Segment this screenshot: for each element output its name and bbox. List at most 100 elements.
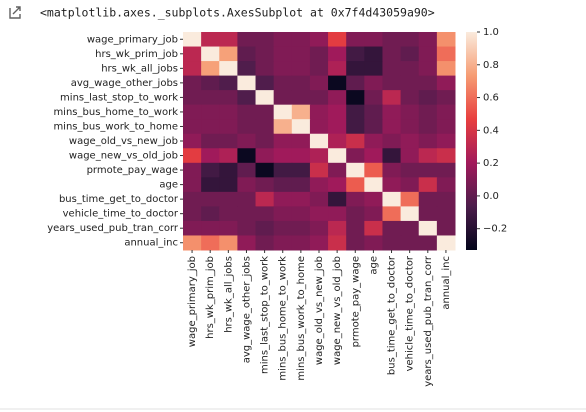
- heatmap-cell: [382, 148, 402, 164]
- heatmap-cell: [183, 177, 202, 193]
- heatmap-cell: [237, 119, 257, 135]
- heatmap-cell: [309, 119, 329, 135]
- heatmap-cell: [291, 32, 311, 48]
- heatmap-cell: [364, 46, 383, 62]
- heatmap-cell: [201, 162, 220, 178]
- heatmap-cell: [273, 148, 293, 164]
- heatmap-cell: [328, 90, 347, 106]
- heatmap-cell: [237, 220, 257, 236]
- heatmap-cell: [273, 220, 293, 236]
- heatmap-cell: [219, 235, 238, 251]
- heatmap-cell: [309, 162, 329, 178]
- heatmap-cell: [400, 162, 420, 178]
- heatmap-cell: [183, 191, 202, 207]
- x-tick-label: prmote_pay_wage: [350, 256, 361, 347]
- heatmap-cell: [255, 46, 275, 62]
- heatmap-cell: [382, 191, 402, 207]
- x-tick-label: avg_wage_other_jobs: [241, 256, 252, 363]
- x-tick-label: annual_inc: [441, 256, 452, 310]
- colorbar-tick-label: 0.4: [483, 125, 499, 136]
- heatmap-cell: [219, 75, 238, 91]
- heatmap-cell: [364, 104, 383, 120]
- heatmap-cell: [219, 32, 238, 48]
- x-tick-label: wage_new_vs_old_job: [332, 256, 343, 365]
- heatmap-cell: [291, 119, 311, 135]
- heatmap-cell: [237, 46, 257, 62]
- colorbar-tick-label: −0.2: [483, 224, 507, 235]
- heatmap-cell: [382, 90, 402, 106]
- heatmap-cell: [346, 32, 365, 48]
- heatmap-cell: [436, 104, 456, 120]
- heatmap-cell: [309, 177, 329, 193]
- heatmap-cell: [418, 32, 438, 48]
- heatmap-cell: [400, 220, 420, 236]
- heatmap-cell: [382, 32, 402, 48]
- heatmap-cell: [346, 119, 365, 135]
- heatmap-cell: [382, 104, 402, 120]
- heatmap-cell: [346, 177, 365, 193]
- heatmap-cell: [255, 133, 275, 149]
- heatmap-cell: [237, 148, 257, 164]
- heatmap-cell: [309, 206, 329, 222]
- heatmap-cell: [219, 206, 238, 222]
- y-tick-label: prmote_pay_wage: [87, 165, 178, 176]
- heatmap-cell: [382, 162, 402, 178]
- heatmap-cell: [201, 32, 220, 48]
- heatmap-cell: [309, 220, 329, 236]
- heatmap-cell: [291, 61, 311, 77]
- x-tick-label: hrs_wk_prim_job: [205, 256, 216, 339]
- heatmap-cell: [237, 235, 257, 251]
- heatmap-cell: [309, 191, 329, 207]
- y-tick-label: mins_bus_home_to_work: [53, 107, 178, 118]
- x-tick-label: age: [368, 256, 379, 275]
- heatmap-cell: [364, 177, 383, 193]
- heatmap-cell: [291, 191, 311, 207]
- heatmap-cell: [418, 61, 438, 77]
- heatmap-cell: [219, 46, 238, 62]
- heatmap-cell: [400, 104, 420, 120]
- heatmap-cell: [346, 162, 365, 178]
- y-tick-label: wage_primary_job: [87, 34, 178, 45]
- heatmap-cell: [219, 133, 238, 149]
- heatmap-cell: [400, 206, 420, 222]
- heatmap-cell: [291, 177, 311, 193]
- heatmap-cell: [309, 61, 329, 77]
- heatmap-cell: [328, 220, 347, 236]
- heatmap-cell: [219, 104, 238, 120]
- heatmap-cell: [255, 191, 275, 207]
- heatmap-cell: [309, 90, 329, 106]
- heatmap-cell: [328, 104, 347, 120]
- heatmap-cell: [364, 220, 383, 236]
- heatmap-cell: [237, 177, 257, 193]
- heatmap-cell: [255, 162, 275, 178]
- heatmap-cell: [273, 46, 293, 62]
- heatmap-cell: [382, 133, 402, 149]
- heatmap-cell: [183, 46, 202, 62]
- heatmap-cell: [436, 148, 456, 164]
- heatmap-cell: [400, 191, 420, 207]
- heatmap-cell: [183, 148, 202, 164]
- heatmap-cell: [183, 90, 202, 106]
- heatmap-cell: [201, 235, 220, 251]
- x-tick-label: vehicle_time_to_doctor: [405, 255, 416, 371]
- heatmap-cell: [273, 75, 293, 91]
- heatmap-cell: [418, 148, 438, 164]
- heatmap-cell: [219, 191, 238, 207]
- heatmap-cell: [201, 206, 220, 222]
- heatmap-cell: [400, 90, 420, 106]
- heatmap-cell: [273, 104, 293, 120]
- colorbar-tick-label: 1.0: [483, 27, 499, 38]
- heatmap-cell: [418, 75, 438, 91]
- heatmap-cell: [418, 191, 438, 207]
- heatmap-cell: [436, 191, 456, 207]
- heatmap-cell: [436, 46, 456, 62]
- heatmap-cell: [219, 61, 238, 77]
- heatmap-cell: [436, 61, 456, 77]
- heatmap-cell: [201, 220, 220, 236]
- heatmap-cell: [255, 61, 275, 77]
- heatmap-cell: [237, 75, 257, 91]
- y-tick-label: mins_last_stop_to_work: [60, 92, 178, 103]
- heatmap-cell: [346, 61, 365, 77]
- heatmap-cell: [418, 119, 438, 135]
- heatmap-cell: [364, 90, 383, 106]
